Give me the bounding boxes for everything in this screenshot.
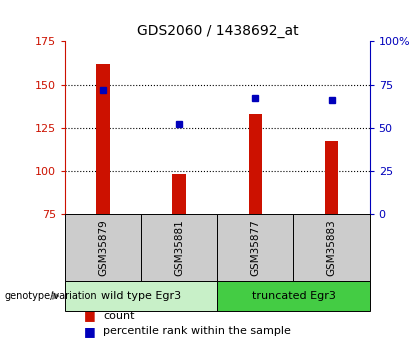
- Text: count: count: [103, 311, 134, 321]
- Text: GSM35879: GSM35879: [98, 219, 108, 276]
- Bar: [249, 114, 262, 214]
- Text: ■: ■: [84, 309, 96, 322]
- Text: GSM35877: GSM35877: [250, 219, 260, 276]
- Bar: [218, 214, 294, 281]
- Bar: [294, 214, 370, 281]
- Bar: [65, 281, 218, 310]
- Bar: [65, 214, 141, 281]
- Text: percentile rank within the sample: percentile rank within the sample: [103, 326, 291, 336]
- Bar: [173, 174, 186, 214]
- Bar: [141, 214, 218, 281]
- Bar: [325, 141, 339, 214]
- Title: GDS2060 / 1438692_at: GDS2060 / 1438692_at: [136, 23, 298, 38]
- Bar: [218, 281, 370, 310]
- Text: wild type Egr3: wild type Egr3: [101, 291, 181, 301]
- Text: GSM35883: GSM35883: [326, 219, 336, 276]
- Text: ■: ■: [84, 325, 96, 338]
- Text: GSM35881: GSM35881: [174, 219, 184, 276]
- Text: genotype/variation: genotype/variation: [4, 291, 97, 301]
- Bar: [96, 64, 110, 214]
- Text: truncated Egr3: truncated Egr3: [252, 291, 336, 301]
